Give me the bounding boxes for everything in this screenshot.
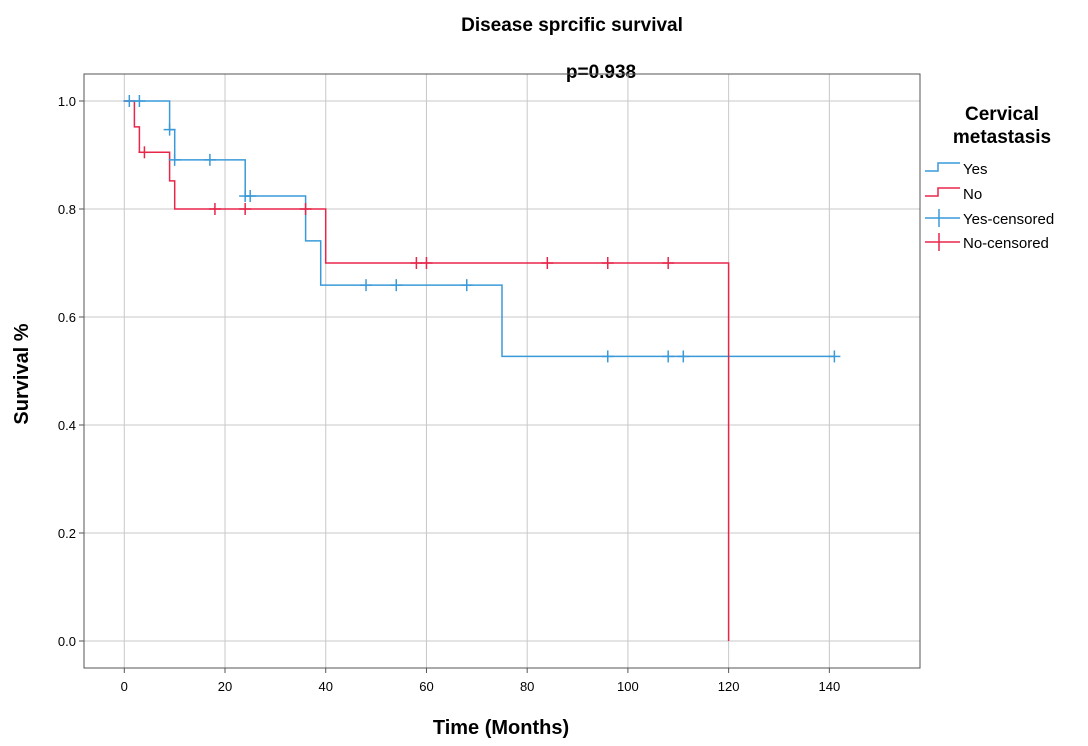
censor-mark-yes	[133, 95, 146, 107]
x-tick-label: 20	[218, 679, 232, 694]
censor-mark-no	[410, 257, 423, 269]
x-axis-title: Time (Months)	[433, 717, 569, 739]
legend-swatch	[925, 162, 960, 172]
y-tick-label: 1.0	[58, 94, 76, 109]
axis-ticks: 0 20 40 60 80 100 120 140 0.0 0.2 0.4 0.6 0.8 1.0	[58, 94, 840, 694]
censor-mark-yes	[460, 279, 473, 292]
plot-frame	[83, 73, 921, 669]
y-tick-label: 0.2	[58, 526, 76, 541]
x-tick-label: 80	[520, 679, 534, 694]
y-axis-title: Survival %	[11, 323, 33, 424]
censor-mark-yes	[168, 153, 181, 166]
legend-swatch	[925, 187, 960, 197]
legend-title-line-1: Cervical	[965, 104, 1039, 125]
legend-item: No-censored	[925, 233, 1049, 252]
censor-mark-yes	[244, 190, 257, 203]
x-tick-label: 100	[617, 679, 639, 694]
censor-mark-yes	[662, 350, 675, 363]
series-lines	[124, 100, 835, 641]
y-tick-label: 0.8	[58, 202, 76, 217]
censor-mark-yes	[828, 350, 841, 363]
censor-mark-no	[601, 257, 614, 269]
censor-mark-yes	[360, 279, 373, 292]
y-tick-label: 0.6	[58, 310, 76, 325]
x-tick-label: 60	[419, 679, 433, 694]
legend-label: No-censored	[963, 235, 1049, 252]
censor-mark-no	[420, 257, 433, 269]
legend-item: Yes-censored	[925, 209, 1054, 228]
x-tick-label: 0	[121, 679, 128, 694]
censor-mark-yes	[203, 153, 216, 166]
legend-item: No	[925, 186, 982, 203]
censor-mark-yes	[163, 123, 176, 136]
censor-mark-no	[299, 203, 312, 215]
chart-title: Disease sprcific survival	[461, 15, 683, 36]
censor-mark-no	[208, 203, 221, 215]
censor-marks	[123, 95, 841, 363]
legend-item: Yes	[925, 161, 987, 178]
legend-title-line-2: metastasis	[953, 127, 1051, 148]
legend-label: Yes-censored	[963, 211, 1054, 228]
legend: Cervical metastasis Yes No Yes-censored No-…	[925, 104, 1054, 252]
y-tick-label: 0.4	[58, 418, 76, 433]
legend-label: No	[963, 186, 982, 203]
censor-mark-no	[541, 257, 554, 269]
series-no-line	[124, 100, 730, 641]
censor-mark-no	[239, 203, 252, 215]
censor-mark-yes	[123, 95, 136, 107]
censor-mark-yes	[390, 279, 403, 292]
grid	[84, 74, 920, 668]
censor-mark-no	[138, 146, 151, 159]
x-tick-label: 140	[818, 679, 840, 694]
chart-subtitle: p=0.938	[566, 62, 636, 83]
censor-mark-yes	[601, 350, 614, 363]
x-tick-label: 120	[718, 679, 740, 694]
legend-label: Yes	[963, 161, 987, 178]
y-tick-label: 0.0	[58, 634, 76, 649]
censor-mark-no	[662, 257, 675, 269]
x-tick-label: 40	[319, 679, 333, 694]
censor-mark-yes	[677, 350, 690, 363]
